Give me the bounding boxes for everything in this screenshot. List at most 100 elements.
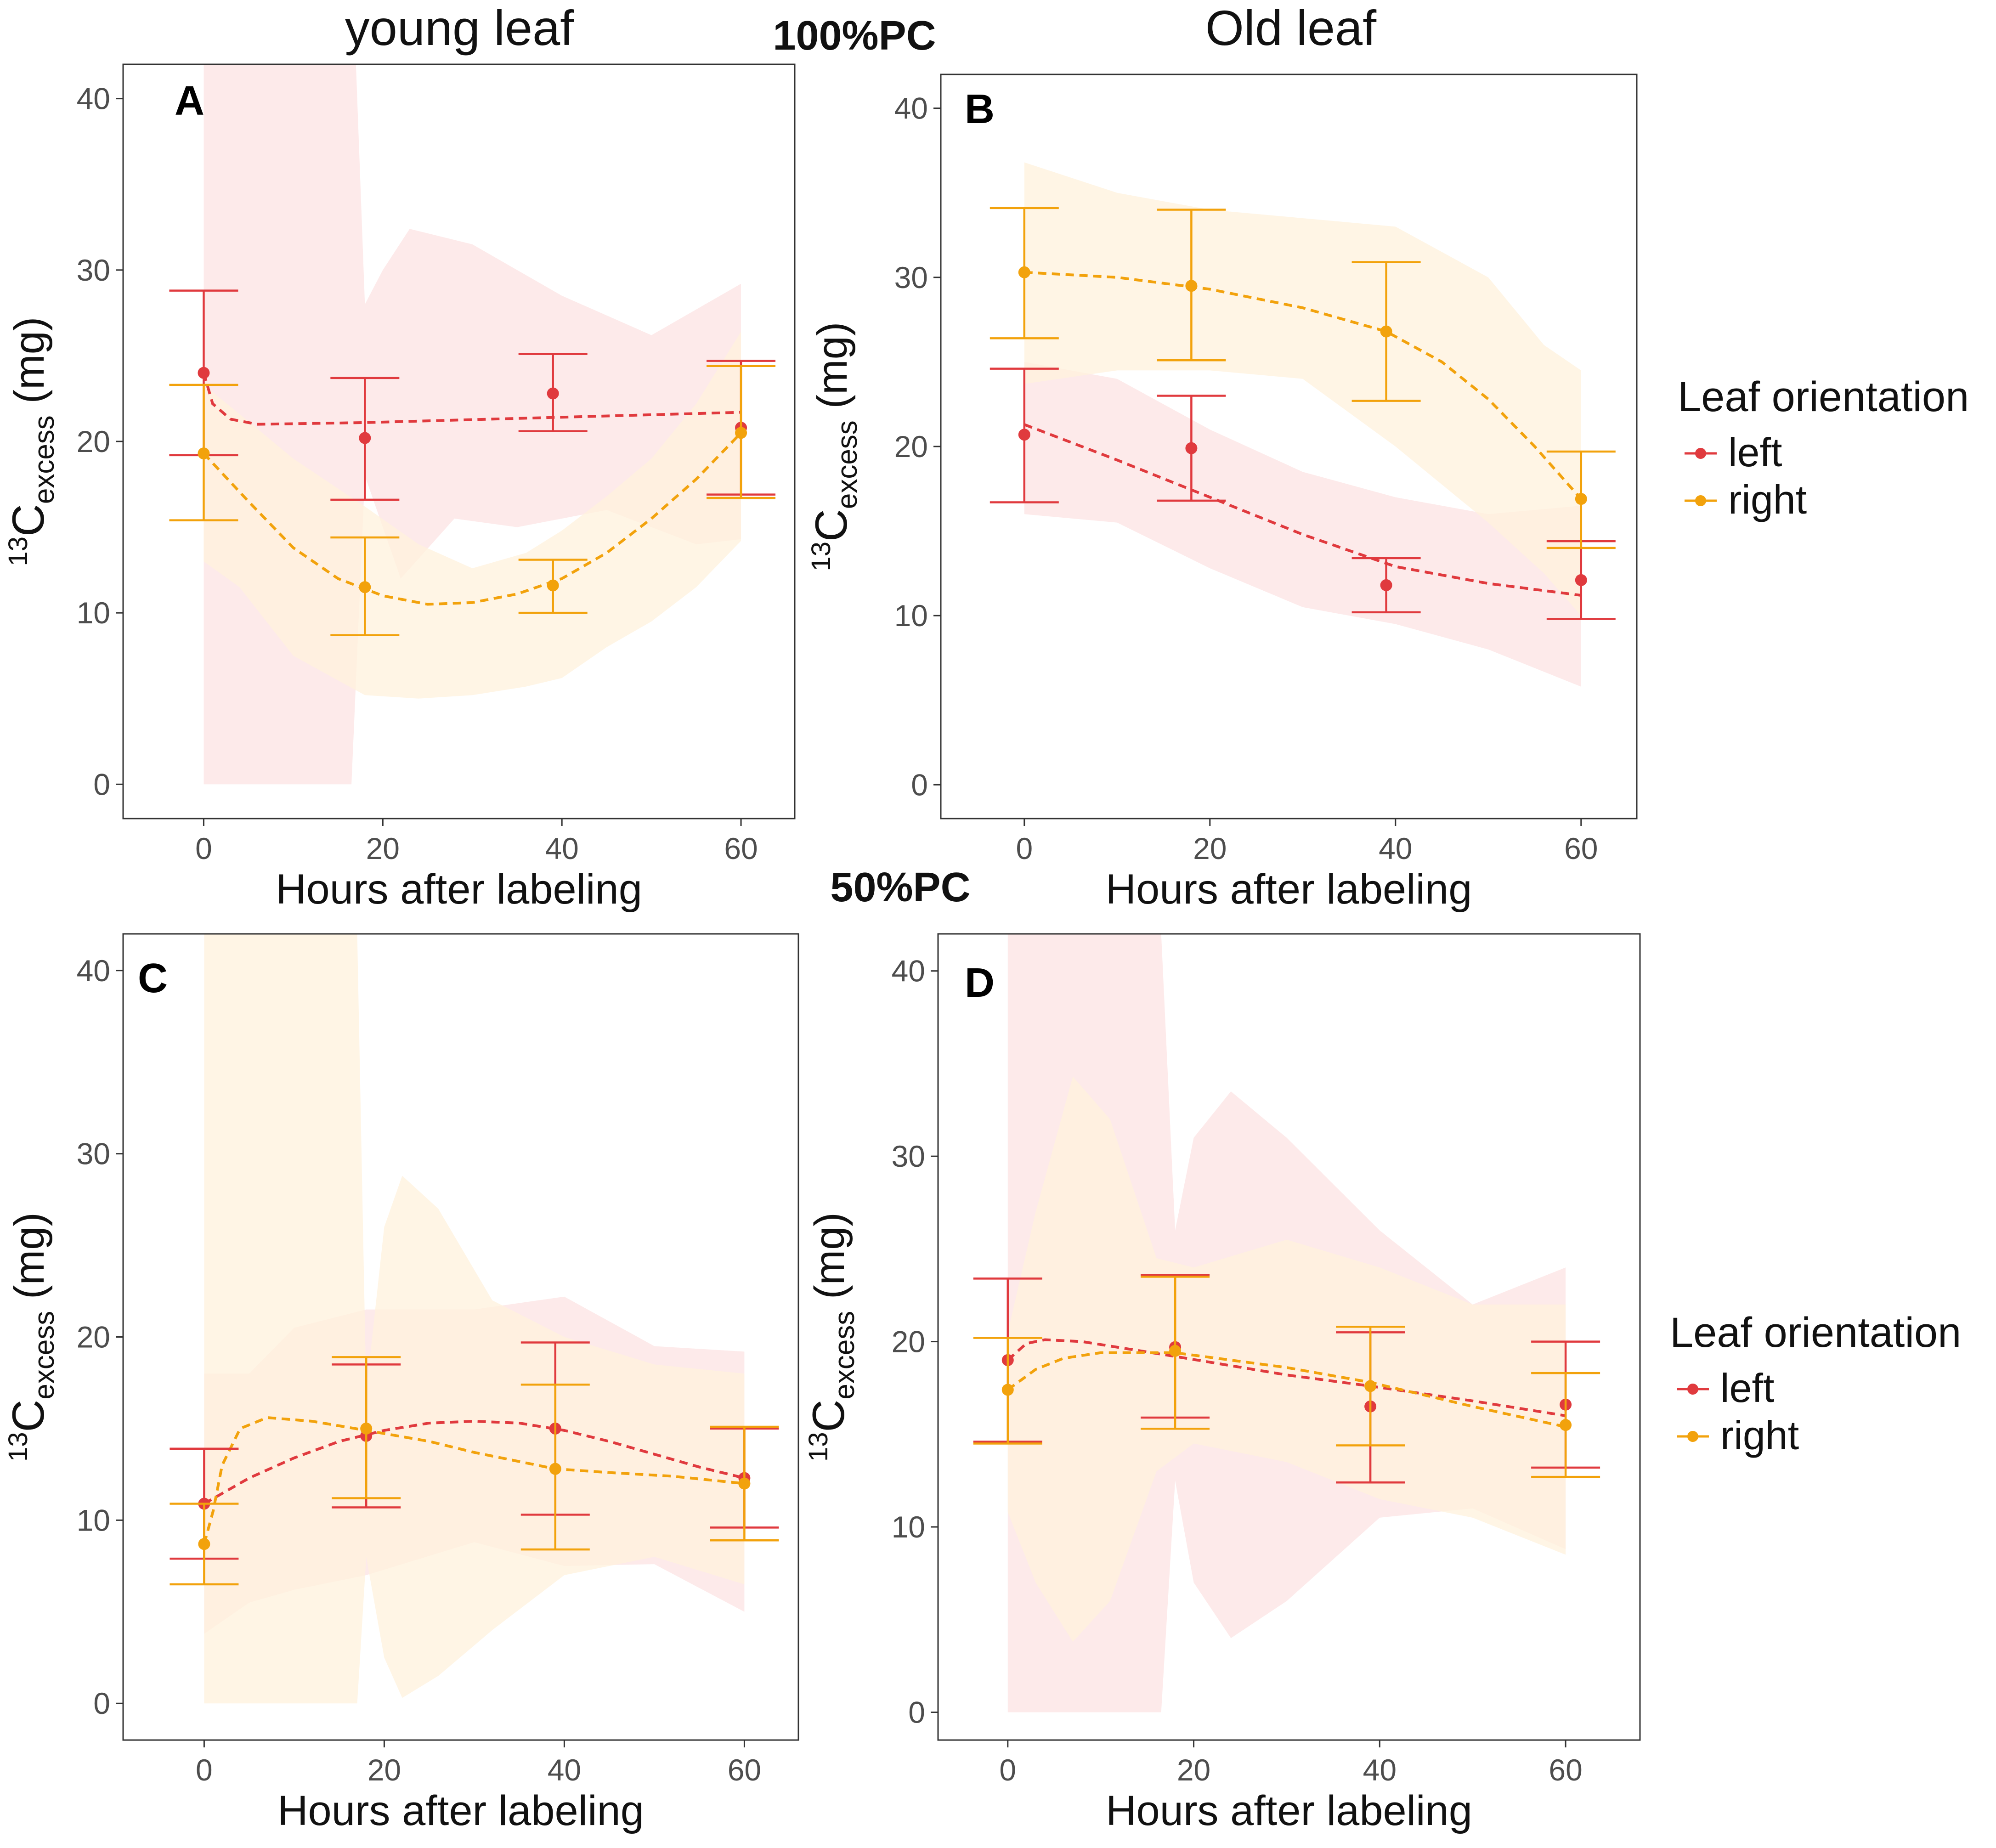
x-tick-label: 40 [1379,831,1412,865]
panel-letter-A: A [175,78,204,124]
x-axis-label: Hours after labeling [276,866,642,913]
y-tick-label: 40 [892,954,925,988]
x-axis-label: Hours after labeling [1106,866,1472,913]
column-title-old-leaf: Old leaf [1205,0,1377,56]
column-title-young-leaf: young leaf [345,0,574,56]
data-point-left [1575,574,1587,586]
legend-title: Leaf orientation [1670,1309,1961,1356]
fit-line-right [203,432,742,606]
x-tick-label: 60 [1549,1753,1582,1787]
y-tick-label: 10 [892,1510,925,1544]
plot-area-A [169,64,776,785]
fit-line-right [1024,271,1583,500]
data-point-right [360,1422,373,1435]
data-point-left [1380,579,1392,591]
x-tick-label: 60 [1564,831,1598,865]
y-axis-label: 13Cexcess (mg) [806,322,863,571]
x-tick-label: 40 [545,831,578,865]
y-tick-label: 10 [894,599,928,633]
legend-key-point-left [1687,1384,1698,1395]
fit-line-left [1006,1338,1566,1417]
data-point-right [1185,280,1198,292]
y-tick-label: 20 [894,430,928,463]
legend-key-point-right [1695,495,1706,506]
data-point-right [1560,1419,1572,1431]
x-tick-label: 20 [368,1753,401,1787]
x-tick-label: 0 [195,831,212,865]
data-point-right [198,447,210,460]
y-tick-label: 30 [892,1139,925,1173]
panel-border [937,933,1641,1741]
data-point-right [359,581,371,593]
data-point-left [1185,442,1198,454]
y-tick-label: 40 [894,91,928,125]
x-tick-label: 20 [1177,1753,1210,1787]
plot-area-D [973,934,1600,1712]
y-tick-label: 0 [93,1686,110,1720]
data-point-right [738,1477,751,1490]
legend-label-right: right [1728,477,1807,522]
x-tick-label: 0 [999,1753,1016,1787]
confidence-band-right [204,934,745,1704]
plot-area-C [170,934,779,1704]
y-tick-label: 20 [892,1325,925,1359]
fit-line-left [203,1419,745,1505]
data-point-right [198,1538,210,1550]
y-tick-label: 30 [77,1137,110,1171]
row-title-50pc: 50%PC [830,865,970,910]
x-tick-label: 60 [728,1753,761,1787]
x-tick-label: 20 [366,831,400,865]
x-tick-label: 40 [1363,1753,1397,1787]
x-tick-label: 40 [548,1753,581,1787]
y-tick-label: 0 [93,767,110,801]
panel-letter-D: D [965,960,995,1006]
plot-area-B [990,162,1616,687]
data-point-right [1364,1380,1377,1392]
legend-label-left: left [1728,430,1782,475]
data-point-right [549,1463,561,1475]
data-point-left [359,432,371,444]
fit-line-right [1007,1351,1566,1429]
confidence-band-left [1024,362,1581,687]
y-tick-label: 0 [911,768,928,802]
data-point-right [1380,325,1392,338]
x-axis-label: Hours after labeling [277,1787,644,1834]
legend-label-right: right [1720,1413,1799,1458]
y-tick-label: 20 [77,424,110,458]
y-axis-label: 13Cexcess (mg) [803,1212,860,1462]
x-tick-label: 60 [724,831,758,865]
fit-line-left [1023,423,1582,597]
y-axis-label: 13Cexcess (mg) [3,317,60,566]
y-tick-label: 30 [77,253,110,287]
data-point-right [1018,266,1030,278]
x-tick-label: 20 [1193,831,1227,865]
confidence-band-right [1007,1076,1566,1642]
x-axis-label: Hours after labeling [1106,1787,1472,1834]
panel-letter-B: B [965,86,995,132]
legend-key-point-left [1695,448,1706,459]
y-tick-label: 10 [77,596,110,630]
row-title-100pc: 100%PC [773,13,936,59]
data-point-left [1018,429,1030,441]
y-tick-label: 30 [894,260,928,294]
x-tick-label: 0 [1016,831,1033,865]
data-point-right [1169,1345,1182,1357]
x-tick-label: 0 [196,1753,213,1787]
data-point-right [1575,493,1587,505]
confidence-band-right [1024,162,1581,616]
confidence-band-right [204,332,741,699]
legend-key-point-right [1687,1431,1698,1442]
data-point-right [1001,1384,1014,1396]
panel-letter-C: C [138,955,168,1001]
legend-label-left: left [1720,1365,1774,1411]
y-tick-label: 40 [77,82,110,116]
